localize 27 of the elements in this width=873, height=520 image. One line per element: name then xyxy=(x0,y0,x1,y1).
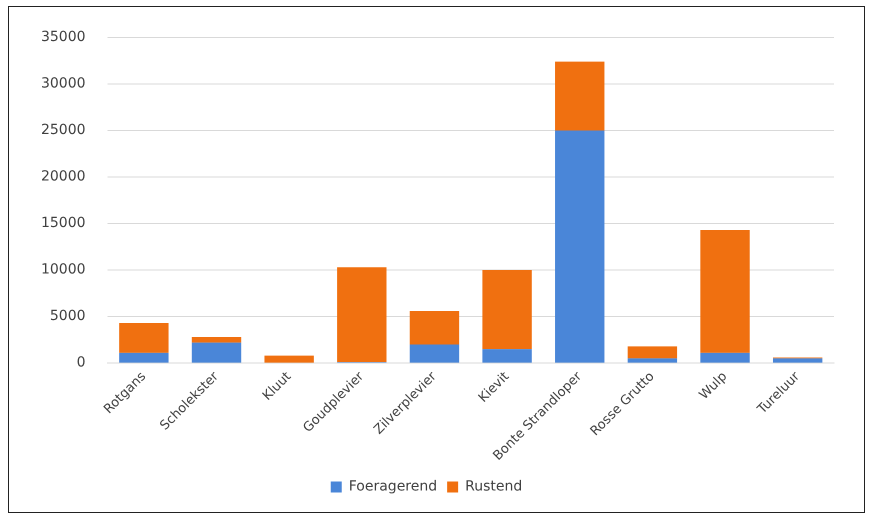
bar xyxy=(628,346,678,358)
bar xyxy=(482,270,532,350)
bar xyxy=(337,267,386,362)
bar xyxy=(410,310,460,344)
bar xyxy=(772,358,822,363)
y-tick-label: 15000 xyxy=(40,215,86,232)
y-tick-label: 20000 xyxy=(40,168,86,185)
bar xyxy=(555,62,604,130)
bar xyxy=(119,323,169,353)
y-tick-label: 10000 xyxy=(40,262,86,278)
bar xyxy=(410,344,460,363)
bar xyxy=(119,352,169,363)
bar xyxy=(555,130,604,363)
bar xyxy=(192,342,242,363)
y-tick-label: 25000 xyxy=(40,122,86,138)
bar xyxy=(628,358,678,363)
bar xyxy=(264,356,314,363)
y-tick-label: 0 xyxy=(76,354,86,371)
bar xyxy=(192,337,242,343)
y-tick-label: 35000 xyxy=(40,29,86,46)
bar xyxy=(700,230,750,353)
y-tick-label: 30000 xyxy=(40,76,86,92)
bar xyxy=(482,349,532,363)
bar xyxy=(700,352,750,363)
legend-label: Rustend xyxy=(465,478,522,495)
y-tick-label: 5000 xyxy=(50,308,86,324)
legend-label: Foeragerend xyxy=(348,478,438,495)
